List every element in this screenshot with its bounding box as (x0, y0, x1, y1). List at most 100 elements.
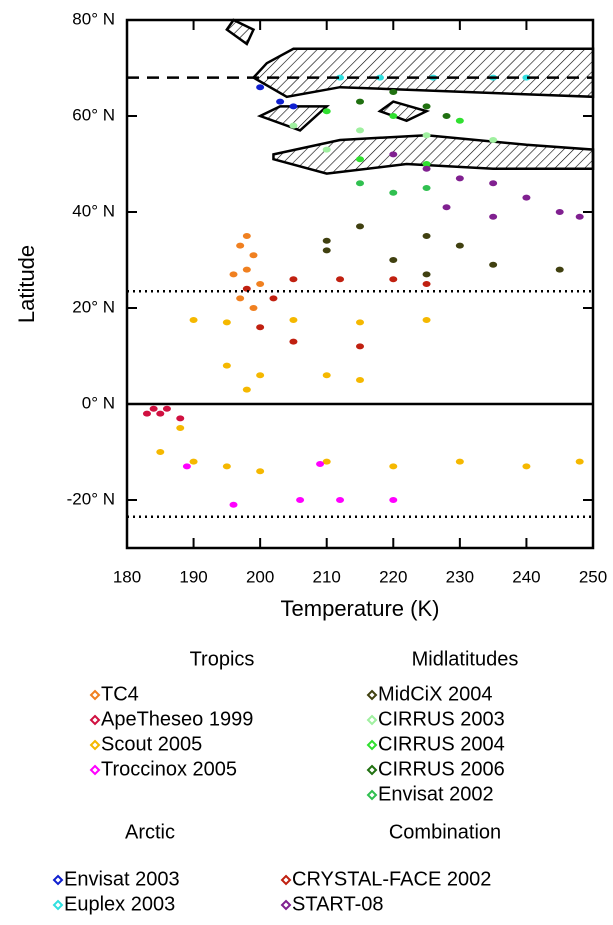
data-point (389, 89, 398, 95)
data-point (242, 386, 251, 393)
legend-group-title: Midlatitudes (412, 648, 519, 670)
legend-group-title: Tropics (190, 648, 255, 670)
data-point (422, 317, 431, 323)
x-tick-label: 240 (512, 567, 540, 586)
data-point (442, 113, 451, 119)
data-point (389, 151, 398, 158)
x-tick-label: 210 (313, 567, 341, 586)
data-point (455, 242, 464, 249)
data-point (256, 324, 265, 331)
data-point (289, 338, 298, 345)
data-point (256, 468, 265, 475)
data-point (189, 317, 198, 323)
data-point (389, 189, 398, 196)
x-tick-label: 220 (379, 567, 407, 586)
data-point (242, 285, 251, 292)
legend-marker (366, 739, 378, 751)
y-axis-label: Latitude (14, 245, 39, 323)
data-point (422, 233, 431, 239)
data-point (322, 372, 331, 379)
data-point (149, 405, 158, 412)
legend-label: START-08 (292, 893, 384, 915)
data-point (276, 98, 285, 105)
data-point (236, 242, 245, 249)
data-point (256, 281, 265, 287)
data-point (489, 137, 498, 143)
data-point (236, 295, 245, 302)
data-point (222, 319, 231, 326)
data-point (455, 175, 464, 182)
data-point (389, 497, 398, 503)
y-tick-label: 80° N (72, 9, 115, 28)
data-point (249, 252, 258, 259)
data-point (336, 74, 345, 81)
data-point (256, 372, 265, 379)
data-point (422, 103, 431, 110)
data-point (289, 276, 298, 283)
y-tick-label: 60° N (72, 105, 115, 124)
data-point (176, 425, 185, 431)
y-tick-label: -20° N (67, 489, 115, 508)
legend-marker (366, 764, 378, 776)
data-point (356, 180, 364, 187)
data-point (289, 317, 298, 323)
legend-label: TC4 (101, 683, 139, 705)
legend-label: CIRRUS 2004 (378, 733, 505, 755)
hatched-region (377, 100, 431, 123)
data-point (242, 266, 251, 273)
data-point (422, 271, 431, 278)
data-point (269, 295, 278, 302)
data-point (489, 261, 498, 268)
data-point (489, 213, 498, 220)
data-point (356, 343, 364, 350)
hatched-region (256, 105, 330, 132)
data-point (182, 463, 191, 470)
x-tick-label: 230 (446, 567, 474, 586)
data-point (356, 223, 364, 230)
legend-marker (366, 789, 378, 801)
data-point (455, 458, 464, 465)
data-point (422, 281, 431, 287)
data-point (389, 113, 398, 119)
data-point (229, 501, 238, 508)
legend-label: MidCiX 2004 (378, 683, 493, 705)
plot-frame (125, 18, 595, 550)
data-point (336, 276, 345, 283)
data-point (322, 237, 331, 244)
data-point (242, 233, 251, 239)
x-tick-label: 200 (246, 567, 274, 586)
legend-marker (89, 714, 101, 726)
data-point (422, 165, 431, 172)
legend-marker (52, 899, 64, 911)
data-point (356, 127, 364, 134)
data-point (422, 132, 431, 139)
data-point (249, 305, 258, 311)
hatched-region (272, 133, 595, 175)
data-point (289, 122, 298, 129)
data-point (555, 266, 564, 273)
legend-marker (89, 764, 101, 776)
data-point (389, 463, 398, 470)
legend-marker (366, 714, 378, 726)
data-point (336, 497, 345, 503)
data-point (356, 156, 364, 163)
y-tick-label: 40° N (72, 201, 115, 220)
legend-label: Troccinox 2005 (101, 758, 237, 780)
hatched-region (251, 47, 595, 99)
data-point (156, 410, 165, 417)
data-point (142, 410, 151, 417)
data-point (422, 185, 431, 191)
y-tick-label: 20° N (72, 297, 115, 316)
legend-marker (280, 899, 292, 911)
y-tick-label: 0° N (82, 393, 115, 412)
hatched-region (225, 18, 256, 46)
legend-label: Euplex 2003 (64, 893, 175, 915)
data-point (316, 461, 325, 467)
data-point (555, 209, 564, 215)
data-point (256, 84, 265, 91)
legend-label: ApeTheseo 1999 (101, 708, 253, 730)
x-tick-label: 180 (113, 567, 141, 586)
data-point (322, 146, 331, 153)
legend-marker (52, 874, 64, 886)
